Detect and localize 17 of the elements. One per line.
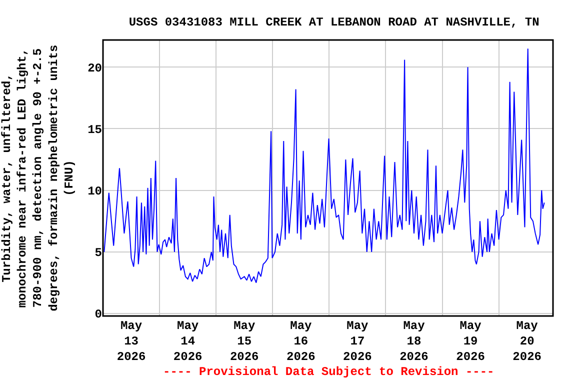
y-tick-label: 0: [94, 308, 102, 322]
x-tick-label: May 17 2026: [343, 319, 372, 364]
y-tick-label: 20: [88, 61, 102, 76]
text: ---- Provisional Data Subject to Revision ----: [163, 365, 494, 379]
chart-title: USGS 03431083 MILL CREEK AT LEBANON ROAD AT NASHVILLE, TN: [128, 16, 540, 30]
x-tick-label: May 18 2026: [400, 319, 428, 364]
x-tick-label: May 15 2026: [230, 319, 259, 364]
x-tick-label: May 19 2026: [456, 319, 485, 364]
y-tick-label: 15: [88, 122, 102, 137]
x-tick-label: May 14 2026: [173, 319, 202, 364]
y-axis-title: Turbidity, water, unfiltered, monochrome near infra-red LED light, 780-900 nm, detection angle 90 +-2.5 degrees, formazin nephelometric units (FNU): [0, 44, 76, 312]
x-tick-label: May 13 2026: [116, 319, 146, 364]
line-series: [104, 48, 545, 284]
y-tick-label: 5: [94, 246, 102, 260]
y-tick-label: 10: [88, 184, 102, 199]
x-tick-label: May 16 2026: [286, 319, 316, 364]
x-tick-label: May 20 2026: [512, 319, 542, 364]
